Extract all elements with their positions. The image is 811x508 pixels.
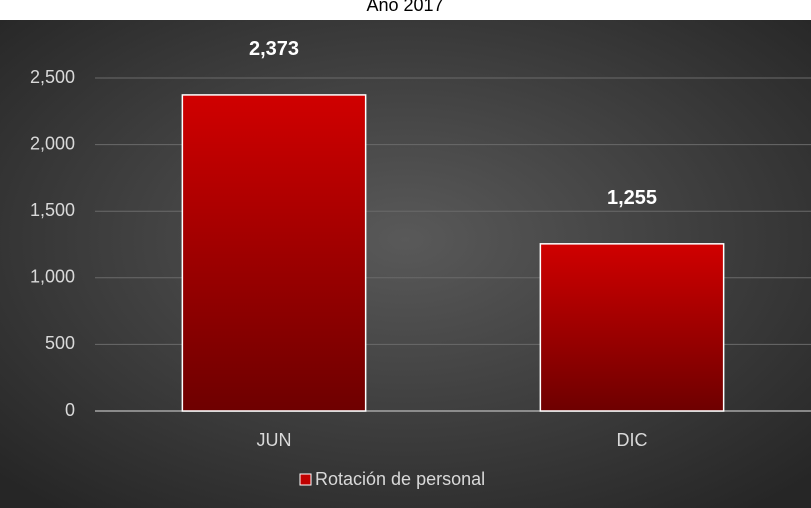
bar <box>181 94 367 412</box>
y-tick-label: 0 <box>65 400 75 420</box>
legend-swatch <box>299 473 312 486</box>
legend-label: Rotación de personal <box>315 469 485 489</box>
x-tick-label: JUN <box>257 430 292 450</box>
y-tick-label: 2,500 <box>30 67 75 87</box>
y-tick-label: 2,000 <box>30 133 75 153</box>
chart-title: Año 2017 <box>366 0 443 15</box>
x-tick-label: DIC <box>617 430 648 450</box>
y-tick-label: 1,500 <box>30 200 75 220</box>
data-label: 1,255 <box>607 187 657 209</box>
data-label: 2,373 <box>249 38 299 60</box>
y-tick-label: 1,000 <box>30 267 75 287</box>
bar <box>539 243 725 412</box>
y-tick-label: 500 <box>45 333 75 353</box>
